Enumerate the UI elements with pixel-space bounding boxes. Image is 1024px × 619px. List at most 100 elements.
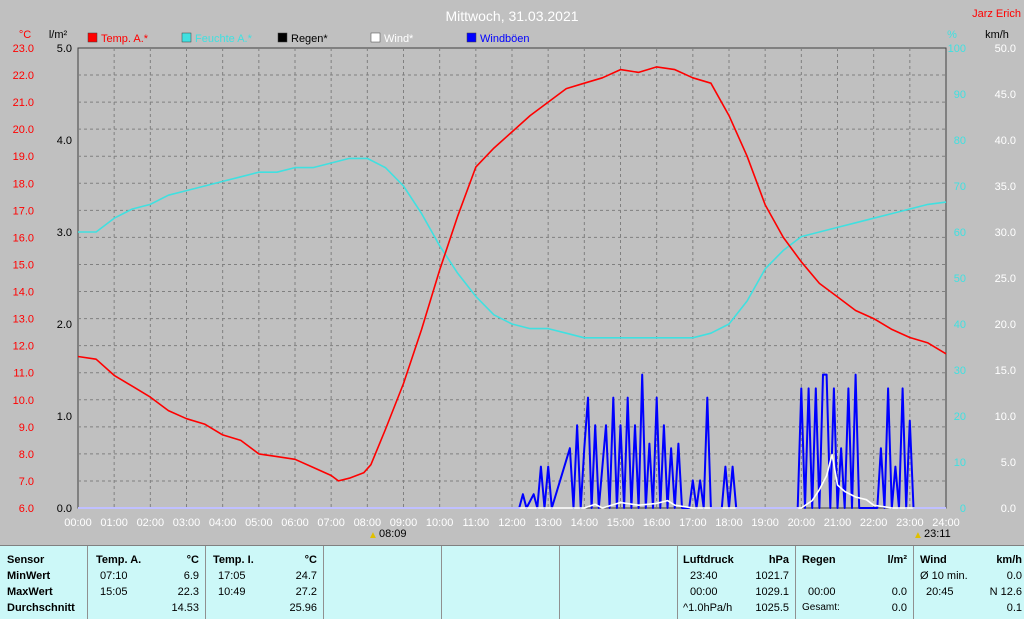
legend-item: Temp. A.*: [87, 32, 149, 45]
temp-i-average: 25.96: [289, 602, 317, 614]
temp-tick-label: 20.0: [13, 124, 34, 136]
stats-col-pressure: Luftdruck hPa 23:40 1021.7 00:00 1029.1 …: [678, 546, 796, 619]
row-label-avg: Durchschnitt: [7, 602, 75, 614]
wind-unit: km/h: [996, 554, 1022, 566]
x-tick-label: 11:00: [462, 517, 489, 529]
pressure-min-time: 23:40: [690, 570, 718, 582]
wind-tick-label: 20.0: [995, 319, 1016, 331]
legend-swatch: [466, 32, 477, 43]
temp-tick-label: 14.0: [13, 287, 34, 299]
rain-total-value: 0.0: [891, 602, 907, 614]
legend-swatch: [277, 32, 288, 43]
temp-i-max-value: 27.2: [295, 586, 317, 598]
legend-item: Regen*: [277, 32, 328, 45]
chart-title: Mittwoch, 31.03.2021: [445, 8, 578, 24]
series-line-feuchte-a: [78, 157, 947, 339]
rain-axis-unit: l/m²: [49, 29, 68, 41]
legend: Temp. A.* Feuchte A.* Regen* Wind* Windböen: [87, 32, 530, 45]
stats-col-rain: Regen l/m² 00:00 0.0 Gesamt: 0.0: [796, 546, 914, 619]
temp-tick-label: 11.0: [13, 368, 34, 380]
x-tick-label: 13:00: [534, 517, 562, 529]
humidity-axis-unit: %: [947, 29, 957, 41]
x-tick-label: 01:00: [100, 517, 128, 529]
temp-a-max-value: 22.3: [177, 586, 199, 598]
x-tick-label: 15:00: [607, 517, 635, 529]
x-tick-label: 06:00: [281, 517, 309, 529]
temp-tick-label: 16.0: [13, 232, 34, 244]
temp-a-average: 14.53: [171, 602, 199, 614]
legend-swatch: [87, 32, 98, 43]
humidity-tick-label: 70: [954, 181, 966, 193]
x-tick-label: 07:00: [317, 517, 345, 529]
wind-tick-label: 15.0: [995, 365, 1016, 377]
temp-a-unit: °C: [186, 554, 199, 566]
wind-tick-label: 45.0: [995, 89, 1016, 101]
legend-label: Regen*: [291, 33, 328, 45]
humidity-tick-label: 20: [954, 411, 966, 423]
temp-tick-label: 9.0: [19, 422, 34, 434]
sensor-header: Sensor: [7, 554, 45, 566]
sunset-label: 23:11: [924, 528, 951, 540]
wind-tick-label: 0.0: [1001, 503, 1016, 515]
pressure-trend-label: ^1.0hPa/h: [683, 602, 733, 614]
x-tick-label: 23:00: [896, 517, 924, 529]
sunrise-label: 08:09: [379, 528, 407, 540]
wind-max-time: 20:45: [926, 586, 954, 598]
x-axis: 00:00 01:00 02:00 03:00 04:00 05:00 06:00 07:00…: [64, 517, 960, 529]
legend-swatch: [370, 32, 381, 43]
x-tick-label: 16:00: [643, 517, 671, 529]
x-tick-label: 00:00: [64, 517, 92, 529]
pressure-unit: hPa: [768, 554, 789, 566]
x-tick-label: 18:00: [715, 517, 743, 529]
temp-tick-label: 17.0: [13, 205, 34, 217]
x-tick-label: 05:00: [245, 517, 273, 529]
wind-header: Wind: [920, 554, 947, 566]
pressure-max-time: 00:00: [690, 586, 718, 598]
grid: [78, 48, 946, 508]
wind-min-label: Ø 10 min.: [920, 570, 968, 582]
weather-chart: Mittwoch, 31.03.2021 Jarz Erich °C l/m² …: [12, 8, 1021, 541]
temp-tick-label: 10.0: [13, 395, 34, 407]
temp-tick-label: 19.0: [13, 151, 34, 163]
temp-i-min-value: 24.7: [295, 570, 317, 582]
temp-i-max-time: 10:49: [218, 586, 246, 598]
x-tick-label: 22:00: [860, 517, 888, 529]
rain-max-time: 00:00: [808, 586, 836, 598]
pressure-max-value: 1029.1: [755, 586, 789, 598]
wind-tick-label: 30.0: [995, 227, 1016, 239]
legend-label: Temp. A.*: [101, 33, 149, 45]
left-axes: 6.0 7.0 8.0 9.0 10.0 11.0 12.0 13.0 14.0 15.0 16.0…: [13, 43, 72, 515]
x-tick-label: 03:00: [173, 517, 201, 529]
x-tick-label: 08:00: [354, 517, 382, 529]
right-axes: 0 10 20 30 40 50 60 70 80 90 100 0.0 5.0 10.0 15.0 20.0…: [948, 43, 1016, 515]
temp-a-min-value: 6.9: [183, 570, 199, 582]
legend-swatch: [181, 32, 192, 43]
temp-tick-label: 8.0: [19, 449, 34, 461]
wind-axis-unit: km/h: [985, 29, 1009, 41]
pressure-min-value: 1021.7: [755, 570, 789, 582]
wind-tick-label: 40.0: [995, 135, 1016, 147]
wind-tick-label: 25.0: [995, 273, 1016, 285]
temp-tick-label: 23.0: [13, 43, 34, 55]
humidity-tick-label: 50: [954, 273, 966, 285]
series-line-wind: [78, 453, 946, 509]
temp-tick-label: 22.0: [13, 70, 34, 82]
humidity-tick-label: 80: [954, 135, 966, 147]
sunset-icon: ▲: [913, 530, 923, 541]
x-tick-label: 09:00: [390, 517, 418, 529]
wind-tick-label: 10.0: [995, 411, 1016, 423]
temp-i-unit: °C: [304, 554, 317, 566]
x-tick-label: 20:00: [788, 517, 816, 529]
wind-tick-label: 50.0: [995, 43, 1016, 55]
series-line-temp-a: [77, 66, 947, 482]
wind-average: 0.1: [1006, 602, 1022, 614]
humidity-tick-label: 0: [960, 503, 966, 515]
rain-total-label: Gesamt:: [802, 602, 840, 613]
credit-label: Jarz Erich: [972, 8, 1021, 20]
stats-col-temp-i: Temp. I. °C 17:05 24.7 10:49 27.2 25.96: [206, 546, 324, 619]
temp-tick-label: 12.0: [13, 341, 34, 353]
x-tick-label: 17:00: [679, 517, 707, 529]
x-tick-label: 24:00: [932, 517, 960, 529]
x-tick-label: 10:00: [426, 517, 454, 529]
humidity-tick-label: 90: [954, 89, 966, 101]
